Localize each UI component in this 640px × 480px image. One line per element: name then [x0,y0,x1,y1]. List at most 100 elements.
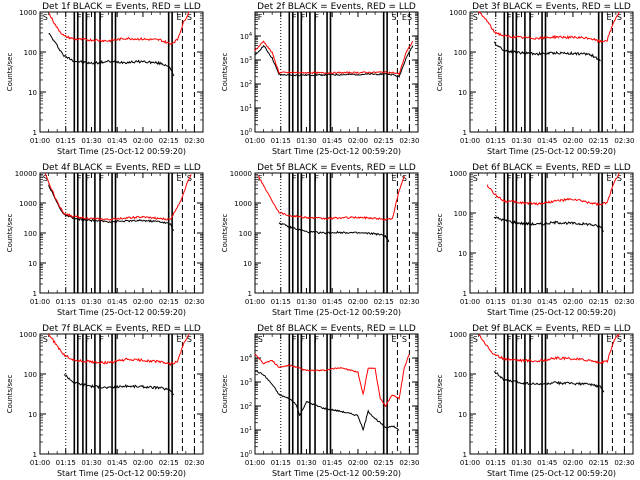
y-tick-label: 104 [240,354,252,363]
y-tick-label: 1 [463,451,467,459]
flag-label: S [258,335,263,344]
x-tick-label: 02:30 [614,459,634,467]
y-axis-label: Counts/sec [436,214,444,253]
x-tick-label: 02:15 [374,137,394,145]
x-tick-label: 02:15 [159,459,179,467]
x-tick-label: 02:15 [159,137,179,145]
flag-label: E [177,13,182,22]
y-tick-label: 10 [243,260,252,268]
x-tick-label: 01:45 [107,298,127,306]
y-tick-label: 1 [248,290,252,298]
y-tick-label: 1 [33,129,37,137]
x-axis-label: Start Time (25-Oct-12 00:59:20) [57,469,186,478]
flag-label: E [392,174,397,183]
flag-label: S [187,335,192,344]
x-tick-label: 01:00 [460,298,480,306]
plot-frame [254,11,419,133]
x-tick-label: 01:00 [460,459,480,467]
x-axis-label: Start Time (25-Oct-12 00:59:20) [487,469,616,478]
flag-label: E [177,174,182,183]
x-tick-label: 01:30 [296,137,316,145]
flag-label: F [77,335,82,344]
x-tick-label: 01:45 [537,459,557,467]
plot-frame [469,333,634,455]
chart-panel-6: Det 6f BLACK = Events, RED = LLD Counts/s… [436,163,635,317]
y-tick-label: 1000 [19,200,37,208]
flag-label: F [507,335,512,344]
y-tick-label: 1000 [449,170,467,178]
x-tick-label: 01:15 [486,137,506,145]
flag-label: F [516,335,521,344]
y-tick-label: 103 [240,378,252,387]
x-tick-label: 02:15 [589,137,609,145]
x-tick-label: 02:00 [348,298,368,306]
flag-label: S [392,13,397,22]
y-tick-label: 10 [28,411,37,419]
y-tick-label: 1000 [234,200,252,208]
lld-series-line [48,333,190,367]
flag-label: F [301,174,306,183]
chart-panel-7: Det 7f BLACK = Events, RED = LLD Counts/s… [6,324,205,478]
x-tick-label: 01:30 [81,298,101,306]
y-tick-label: 100 [454,210,467,218]
y-tick-label: 1000 [19,9,37,17]
x-tick-label: 01:15 [56,459,76,467]
x-tick-label: 01:30 [511,459,531,467]
x-tick-label: 01:00 [30,459,50,467]
lld-series-line [478,333,620,365]
x-tick-label: 01:00 [245,137,265,145]
x-tick-label: 01:45 [537,137,557,145]
plot-frame [254,333,419,455]
lld-series-line [254,353,410,408]
plot-frame [39,333,204,455]
events-series-line [254,370,400,432]
flag-label: S [473,335,478,344]
x-tick-label: 02:15 [589,459,609,467]
flag-label: S [402,174,407,183]
x-tick-label: 01:15 [271,298,291,306]
lld-series-line [48,11,190,46]
y-axis-label: Counts/sec [221,53,229,92]
plot-frame [469,11,634,133]
y-tick-label: 1000 [449,9,467,17]
x-tick-label: 01:00 [30,298,50,306]
flag-label: E [402,13,407,22]
flag-label: F [86,13,91,22]
y-tick-label: 1 [33,290,37,298]
chart-panel-9: Det 9f BLACK = Events, RED = LLD Counts/s… [436,324,635,478]
y-tick-label: 104 [240,32,252,41]
flag-label: F [301,13,306,22]
x-tick-label: 01:45 [107,137,127,145]
events-series-line [493,216,604,232]
x-tick-label: 01:00 [245,459,265,467]
chart-panel-5: Det 5f BLACK = Events, RED = LLD Counts/s… [221,163,420,317]
x-tick-label: 02:15 [159,298,179,306]
flag-label: S [402,335,407,344]
x-tick-label: 01:30 [511,137,531,145]
events-series-line [63,374,175,396]
x-tick-label: 01:00 [30,137,50,145]
flag-label: F [507,13,512,22]
x-tick-label: 02:15 [589,298,609,306]
y-axis-label: Counts/sec [221,214,229,253]
flag-label: F [292,174,297,183]
x-tick-label: 02:30 [614,298,634,306]
flag-label: S [473,174,478,183]
flag-label: F [529,13,534,22]
lld-series-line [478,11,620,44]
x-tick-label: 02:30 [399,137,419,145]
y-tick-label: 102 [240,80,252,89]
plot-frame [39,11,204,133]
x-tick-label: 02:30 [184,137,204,145]
x-tick-label: 01:00 [245,298,265,306]
y-axis-label: Counts/sec [436,53,444,92]
x-axis-label: Start Time (25-Oct-12 00:59:20) [57,147,186,156]
y-tick-label: 101 [240,426,252,435]
y-tick-label: 100 [24,230,37,238]
y-tick-label: 100 [240,450,252,459]
chart-title: Det 4f BLACK = Events, RED = LLD [42,163,201,173]
flag-label: E [177,335,182,344]
x-tick-label: 01:15 [486,459,506,467]
chart-title: Det 2f BLACK = Events, RED = LLD [257,2,416,12]
y-tick-label: 10 [28,260,37,268]
